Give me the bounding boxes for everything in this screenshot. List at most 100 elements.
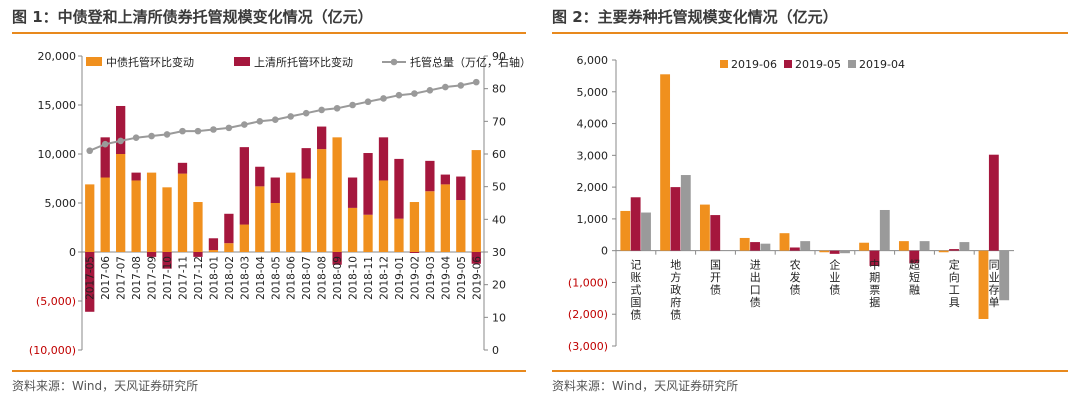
bar-shangqingsuo <box>471 252 481 264</box>
line-point <box>287 113 295 120</box>
bar-zhongzhai <box>270 203 280 252</box>
bar-shangqingsuo <box>193 252 203 257</box>
bar-2019-04 <box>879 209 890 251</box>
line-point <box>163 131 171 138</box>
bar-shangqingsuo <box>440 174 450 185</box>
bar-shangqingsuo <box>347 177 358 208</box>
line-point <box>442 83 449 91</box>
bar-2019-06 <box>938 250 949 253</box>
y-tick-label: (3,000) <box>568 340 608 353</box>
x-category-label: 2018-03 <box>239 256 251 300</box>
x-category-label: 2019-04 <box>440 256 452 300</box>
bar-2019-06 <box>779 233 790 251</box>
bar-zhongzhai <box>224 243 234 252</box>
legend-label-2019-06: 2019-06 <box>731 58 777 71</box>
line-point <box>395 91 403 99</box>
legend-swatch-zhongzhai <box>86 57 102 66</box>
bar-shangqingsuo <box>409 252 420 253</box>
line-point <box>411 90 418 97</box>
bar-2019-04 <box>840 250 850 254</box>
bar-2019-04 <box>999 250 1010 301</box>
line-point <box>86 147 94 155</box>
legend-label-zhongzhai: 中债托管环比变动 <box>106 55 194 69</box>
x-category-label: 2018-08 <box>317 256 329 300</box>
x-category-label: 2018-11 <box>363 256 375 300</box>
line-point <box>225 124 233 132</box>
bar-2019-06 <box>898 241 909 251</box>
y-tick-label: 2,000 <box>577 181 609 194</box>
x-category-label: 2018-07 <box>301 256 313 300</box>
bar-shangqingsuo <box>131 172 141 181</box>
x-category-label: 2018-05 <box>270 256 282 300</box>
bar-zhongzhai <box>131 180 141 252</box>
y-tick-label: 1,000 <box>577 213 609 226</box>
x-category-label: 2017-10 <box>162 256 174 300</box>
bar-zhongzhai <box>286 172 296 252</box>
bar-shangqingsuo <box>363 153 373 215</box>
bar-shangqingsuo <box>116 105 126 154</box>
bar-2019-06 <box>859 242 870 251</box>
line-point <box>333 104 341 112</box>
legend-swatch-2019-05 <box>784 60 792 68</box>
bar-2019-06 <box>978 250 989 319</box>
legend-swatch-shangqingsuo <box>234 57 250 66</box>
bar-2019-05 <box>630 197 641 251</box>
bar-2019-04 <box>919 241 930 251</box>
bar-zhongzhai <box>301 178 311 252</box>
bar-zhongzhai <box>332 137 342 252</box>
y-tick-label-right: 20 <box>492 279 506 292</box>
x-category-label: 2017-06 <box>100 256 112 300</box>
legend-label-total: 托管总量（万亿，右轴） <box>410 55 526 69</box>
bar-2019-06 <box>660 74 671 251</box>
bar-zhongzhai <box>239 224 249 252</box>
bar-2019-05 <box>949 249 959 251</box>
x-category-label: 2019-01 <box>394 256 406 300</box>
x-category-label: 2019-05 <box>456 256 468 300</box>
y-tick-label-left: 5,000 <box>45 197 77 210</box>
bar-2019-04 <box>680 175 691 251</box>
bar-2019-04 <box>760 243 771 251</box>
bar-zhongzhai <box>177 173 188 252</box>
y-tick-label-right: 60 <box>492 148 506 161</box>
line-point <box>364 98 372 106</box>
bar-zhongzhai <box>146 172 157 252</box>
bar-zhongzhai <box>363 214 373 252</box>
x-category-label: 2018-06 <box>286 256 298 300</box>
y-tick-label-right: 0 <box>492 344 499 357</box>
bar-2019-06 <box>620 210 631 251</box>
bar-shangqingsuo <box>394 158 404 219</box>
x-category-label: 2018-02 <box>224 256 236 300</box>
bar-shangqingsuo <box>162 252 172 269</box>
x-category-label: 2017-11 <box>178 256 190 300</box>
figure2-chart: (3,000) (2,000) (1,000) 0 1,000 2,000 3,000 4,0… <box>568 54 1014 353</box>
bar-shangqingsuo <box>317 126 327 150</box>
line-point <box>349 101 356 109</box>
x-category-label: 定向工具 <box>949 258 960 309</box>
line-point <box>117 137 124 145</box>
line-point <box>426 87 434 94</box>
bar-shangqingsuo <box>239 147 249 225</box>
x-category-label: 2018-01 <box>208 256 220 300</box>
bar-2019-05 <box>909 250 920 264</box>
line-point <box>210 126 217 133</box>
line-point <box>101 140 109 148</box>
figure2-panel: 图 2：主要券种托管规模变化情况（亿元） (3,000) (2,000) (1,00… <box>552 0 1068 405</box>
bar-2019-06 <box>699 204 710 251</box>
y-tick-label: 0 <box>601 245 608 258</box>
line-point <box>472 78 480 86</box>
bar-shangqingsuo <box>224 213 234 244</box>
bar-zhongzhai <box>471 150 481 252</box>
x-category-label: 2017-05 <box>85 256 97 300</box>
legend-label-2019-04: 2019-04 <box>859 58 905 71</box>
bar-zhongzhai <box>193 202 203 252</box>
x-category-label: 地方政府债 <box>670 259 681 322</box>
bar-2019-05 <box>750 242 760 251</box>
y-tick-label-left: (10,000) <box>29 344 76 357</box>
bar-2019-06 <box>819 250 830 253</box>
figure1-panel: 图 1：中债登和上清所债券托管规模变化情况（亿元） (10,000) (5,000… <box>12 0 526 405</box>
line-point <box>271 116 279 123</box>
bar-shangqingsuo <box>456 176 466 201</box>
line-point <box>194 127 202 135</box>
figure2-source: 资料来源：Wind，天风证券研究所 <box>552 379 739 393</box>
bar-2019-06 <box>739 237 750 251</box>
